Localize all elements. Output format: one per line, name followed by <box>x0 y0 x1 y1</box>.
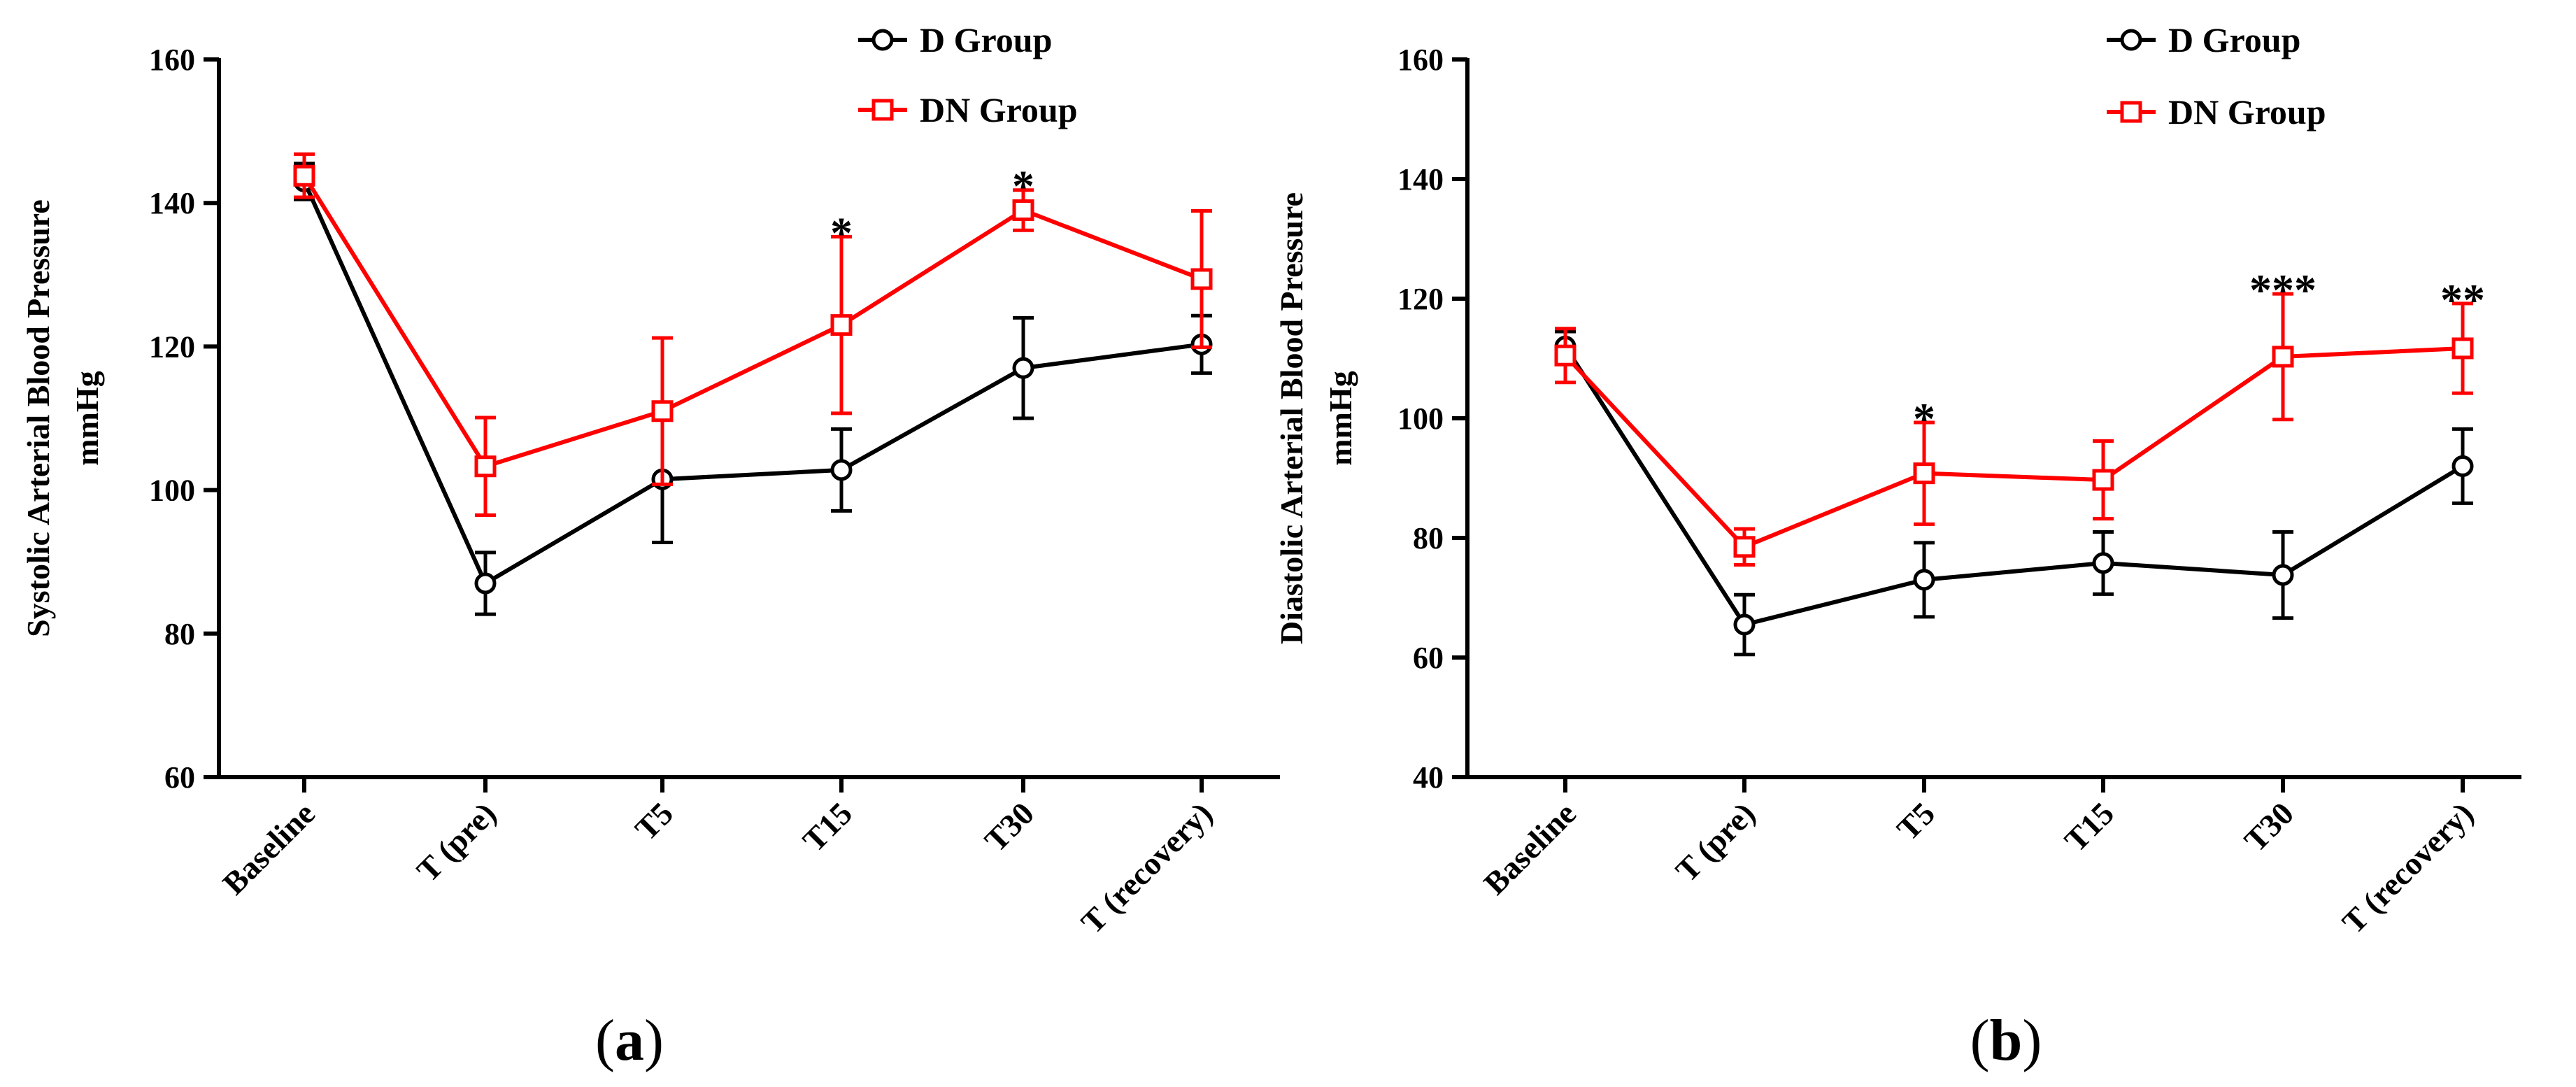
data-point <box>1012 357 1034 379</box>
legend-marker <box>871 99 894 121</box>
panel-label-part: ( <box>595 1008 615 1073</box>
x-tick-label: T30 <box>978 795 1041 858</box>
chart-panel-b: 40 60 80 100 120 140 160 Baseline T (pre) T5 T15 T3… <box>1274 20 2521 1073</box>
series-d-group <box>1554 329 2474 657</box>
x-tick-label: T (recovery) <box>1074 795 1219 940</box>
y-axis-title: mmHg <box>69 371 105 465</box>
panel-label-part: ( <box>1970 1008 1990 1073</box>
legend-label: D Group <box>2168 20 2300 59</box>
panel-label-part: ) <box>644 1008 664 1073</box>
data-point <box>1554 344 1577 367</box>
x-tick-label: T5 <box>628 795 680 847</box>
legend-marker <box>2120 29 2142 51</box>
y-tick-label: 80 <box>164 617 195 651</box>
data-point <box>830 459 853 481</box>
y-tick-label: 120 <box>1397 282 1444 316</box>
data-point <box>651 400 674 422</box>
data-point <box>1913 569 1935 591</box>
legend-label: DN Group <box>920 90 1078 129</box>
legend: D Group DN Group <box>2107 20 2326 132</box>
panel-label-part: b <box>1990 1008 2023 1073</box>
series-line <box>1563 346 2463 550</box>
series-line <box>1563 345 2464 627</box>
panel-label: (b) <box>1970 1008 2042 1073</box>
y-tick-label: 40 <box>1413 760 1444 795</box>
x-tick-label: Baseline <box>215 795 322 902</box>
y-tick-label: 100 <box>1397 402 1444 436</box>
data-point <box>2452 455 2474 477</box>
x-tick-label: T15 <box>796 795 859 858</box>
significance-marker: * <box>830 208 853 257</box>
data-point <box>293 164 315 187</box>
data-point <box>474 572 497 595</box>
x-tick-label: T (pre) <box>410 795 503 888</box>
y-tick-label: 140 <box>1397 162 1444 197</box>
data-point <box>1913 462 1935 485</box>
data-point <box>1733 613 1756 636</box>
data-point <box>1733 536 1756 558</box>
x-tick-label: T30 <box>2237 795 2300 858</box>
significance-marker: *** <box>2249 265 2317 315</box>
y-tick-label: 60 <box>164 760 195 795</box>
series-line <box>302 180 1202 587</box>
y-axis-title: Systolic Arterial Blood Pressure <box>20 199 56 637</box>
data-point <box>2272 564 2294 586</box>
data-point <box>1190 268 1213 290</box>
y-tick-label: 120 <box>149 329 195 364</box>
significance-marker: * <box>1913 394 1935 443</box>
y-tick-label: 80 <box>1413 521 1444 555</box>
y-tick-label: 160 <box>149 43 195 77</box>
y-axis-title: mmHg <box>1323 371 1358 465</box>
data-point <box>1012 199 1034 221</box>
y-axis-title: Diastolic Arterial Blood Pressure <box>1274 192 1309 644</box>
panel-label-part: a <box>615 1008 644 1073</box>
y-tick-label: 60 <box>1413 641 1444 675</box>
data-point <box>474 455 497 478</box>
legend-marker <box>2120 101 2142 123</box>
x-tick-label: T5 <box>1890 795 1942 847</box>
significance-marker: ** <box>2440 275 2485 325</box>
x-tick-label: T15 <box>2058 795 2121 858</box>
panel-label: (a) <box>595 1008 664 1073</box>
data-point <box>2452 337 2474 360</box>
y-tick-label: 140 <box>149 186 195 220</box>
legend: D Group DN Group <box>858 20 1078 129</box>
y-tick-label: 160 <box>1397 43 1444 77</box>
y-tick-label: 100 <box>149 474 195 508</box>
panel-label-part: ) <box>2022 1008 2042 1073</box>
x-tick-label: T (pre) <box>1669 795 1762 888</box>
data-point <box>2272 346 2294 368</box>
data-point <box>2092 469 2114 491</box>
chart-panel-a: 60 80 100 120 140 160 Baseline T (pre) T5 T15 T30 T… <box>20 20 1280 1073</box>
legend-label: D Group <box>920 20 1052 59</box>
series-dn-group <box>1554 292 2474 567</box>
legend-label: DN Group <box>2168 92 2326 132</box>
legend-marker <box>871 29 894 51</box>
data-point <box>2092 552 2114 574</box>
x-tick-label: T (recovery) <box>2335 795 2480 940</box>
data-point <box>830 314 853 336</box>
series-line <box>302 174 1203 469</box>
x-tick-label: Baseline <box>1476 795 1583 902</box>
significance-marker: * <box>1012 162 1034 211</box>
series-dn-group <box>293 152 1213 518</box>
